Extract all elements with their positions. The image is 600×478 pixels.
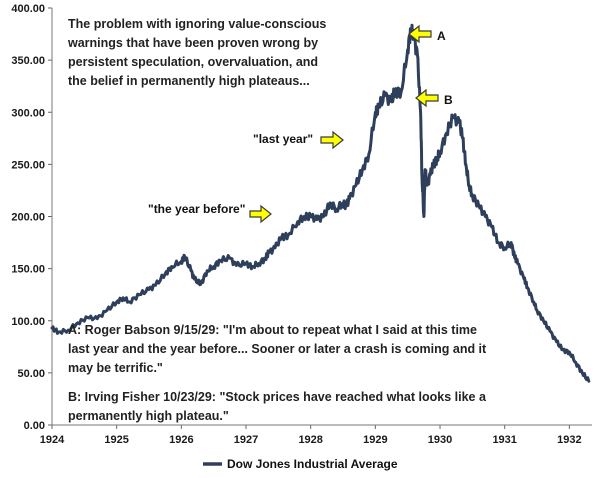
headline-line-4: the belief in permanently high plateaus.… [68,74,310,88]
y-tick-label: 150.00 [11,264,45,276]
quote-b: B: Irving Fisher 10/23/29: "Stock prices… [68,390,487,423]
x-tick-label: 1932 [557,434,581,446]
quote-a: A: Roger Babson 9/15/29: "I'm about to r… [68,323,487,375]
arrow-b-icon [415,88,439,108]
y-tick-label: 0.00 [24,420,45,432]
quote-a-line-3: may be terrific." [68,361,163,375]
x-tick-label: 1924 [40,434,65,446]
headline-line-3: persistent speculation, overvaluation, a… [68,55,318,69]
arrow-year-before-icon [249,204,272,224]
y-tick-label: 300.00 [11,107,45,119]
year-before-label: "the year before" [148,202,245,216]
headline-line-1: The problem with ignoring value-consciou… [68,17,326,31]
y-tick-label: 50.00 [17,368,45,380]
series-layer [50,23,591,383]
arrow-last-year-icon [320,130,344,150]
x-tick-label: 1927 [234,434,258,446]
label-a: A [437,29,446,43]
headline-line-2: warnings that have been proven wrong by [67,36,318,50]
x-tick-label: 1931 [492,434,516,446]
legend: Dow Jones Industrial Average [203,457,398,471]
x-tick-label: 1930 [428,434,452,446]
label-b: B [444,93,453,107]
x-tick-label: 1925 [104,434,128,446]
y-tick-label: 350.00 [11,55,45,67]
series-line-dow-jones [50,23,591,383]
headline-annotation: The problem with ignoring value-consciou… [67,17,326,88]
axes: 0.00 50.00 100.00 150.00 200.00 250.00 300.00 3… [11,3,592,446]
y-tick-label: 250.00 [11,159,45,171]
y-tick-label: 200.00 [11,212,45,224]
quote-b-line-2: permanently high plateau." [68,409,229,423]
legend-label: Dow Jones Industrial Average [227,457,398,471]
x-tick-label: 1926 [169,434,193,446]
y-tick-label: 100.00 [11,316,45,328]
quote-a-line-2: last year and the year before... Sooner … [68,342,487,356]
x-tick-label: 1928 [298,434,322,446]
quote-b-line-1: B: Irving Fisher 10/23/29: "Stock prices… [68,390,487,404]
x-tick-label: 1929 [363,434,387,446]
arrow-a-icon [408,24,432,44]
y-tick-label: 400.00 [11,3,45,15]
last-year-label: "last year" [253,132,313,146]
quote-a-line-1: A: Roger Babson 9/15/29: "I'm about to r… [68,323,477,337]
